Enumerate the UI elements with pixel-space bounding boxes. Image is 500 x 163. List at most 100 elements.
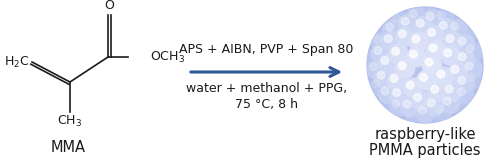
Circle shape (444, 13, 464, 33)
Circle shape (458, 88, 465, 96)
Circle shape (422, 55, 442, 75)
Circle shape (390, 85, 409, 106)
Circle shape (424, 25, 444, 45)
Circle shape (381, 31, 402, 52)
Circle shape (428, 99, 435, 107)
Circle shape (392, 100, 400, 108)
Circle shape (392, 47, 400, 55)
Text: O: O (104, 0, 114, 12)
Circle shape (458, 53, 466, 61)
Circle shape (399, 7, 419, 27)
Circle shape (466, 52, 486, 73)
Circle shape (462, 35, 481, 55)
Circle shape (428, 99, 448, 120)
Circle shape (436, 14, 456, 34)
Circle shape (426, 41, 446, 61)
Circle shape (395, 58, 415, 79)
Circle shape (446, 45, 466, 65)
Circle shape (391, 68, 411, 88)
Text: PMMA particles: PMMA particles (369, 142, 481, 157)
Circle shape (454, 73, 475, 93)
Circle shape (434, 8, 454, 29)
Circle shape (395, 27, 415, 47)
Circle shape (455, 34, 475, 54)
Circle shape (426, 12, 434, 20)
Circle shape (458, 77, 466, 84)
Circle shape (379, 60, 399, 80)
Circle shape (461, 46, 481, 67)
Circle shape (398, 30, 406, 38)
Circle shape (462, 59, 482, 79)
Circle shape (438, 99, 458, 119)
Circle shape (402, 97, 422, 117)
Circle shape (364, 49, 384, 69)
Circle shape (408, 32, 429, 52)
Circle shape (416, 19, 424, 27)
Circle shape (384, 35, 392, 43)
Circle shape (430, 42, 451, 63)
Circle shape (378, 53, 398, 74)
Text: $\mathrm{OCH_3}$: $\mathrm{OCH_3}$ (150, 49, 185, 65)
Circle shape (404, 104, 424, 125)
Circle shape (410, 90, 430, 110)
Circle shape (450, 22, 470, 42)
Circle shape (389, 11, 409, 31)
Circle shape (370, 63, 378, 71)
Circle shape (397, 53, 417, 74)
Circle shape (374, 36, 382, 43)
Circle shape (420, 74, 428, 81)
Circle shape (410, 50, 418, 58)
Circle shape (367, 7, 483, 123)
Circle shape (422, 9, 443, 29)
Circle shape (444, 49, 452, 57)
Circle shape (407, 21, 427, 42)
Circle shape (415, 103, 436, 123)
Circle shape (429, 44, 437, 52)
Circle shape (420, 14, 440, 34)
Text: $\mathrm{H_2C}$: $\mathrm{H_2C}$ (4, 54, 30, 70)
Circle shape (424, 96, 444, 116)
Circle shape (381, 87, 389, 95)
Circle shape (386, 42, 406, 62)
Circle shape (410, 60, 430, 80)
Circle shape (442, 82, 462, 102)
Circle shape (378, 84, 398, 104)
Circle shape (374, 68, 394, 88)
Circle shape (387, 71, 407, 91)
Circle shape (448, 19, 468, 39)
Circle shape (411, 104, 432, 124)
Circle shape (414, 43, 435, 63)
Circle shape (450, 87, 471, 107)
Circle shape (400, 97, 420, 117)
Circle shape (438, 12, 445, 19)
Circle shape (456, 72, 476, 92)
Circle shape (437, 70, 445, 78)
Circle shape (456, 25, 476, 46)
Circle shape (466, 73, 474, 81)
Text: 75 °C, 8 h: 75 °C, 8 h (235, 98, 298, 111)
Circle shape (416, 4, 437, 24)
Circle shape (410, 10, 417, 18)
Circle shape (451, 66, 458, 73)
Circle shape (366, 55, 387, 76)
Text: water + methanol + PPG,: water + methanol + PPG, (186, 82, 347, 95)
Circle shape (444, 75, 464, 95)
Circle shape (438, 26, 459, 46)
Circle shape (372, 71, 393, 91)
Circle shape (370, 76, 390, 97)
Circle shape (403, 100, 411, 108)
Circle shape (431, 85, 438, 93)
Circle shape (402, 35, 422, 55)
Circle shape (454, 84, 474, 105)
Circle shape (403, 78, 423, 98)
Circle shape (398, 84, 419, 104)
Circle shape (426, 66, 446, 86)
Circle shape (451, 22, 458, 30)
Circle shape (394, 101, 414, 121)
Circle shape (425, 58, 433, 66)
Circle shape (384, 81, 404, 102)
Circle shape (466, 45, 474, 53)
Circle shape (446, 35, 454, 43)
Circle shape (463, 42, 483, 62)
Circle shape (442, 31, 463, 52)
